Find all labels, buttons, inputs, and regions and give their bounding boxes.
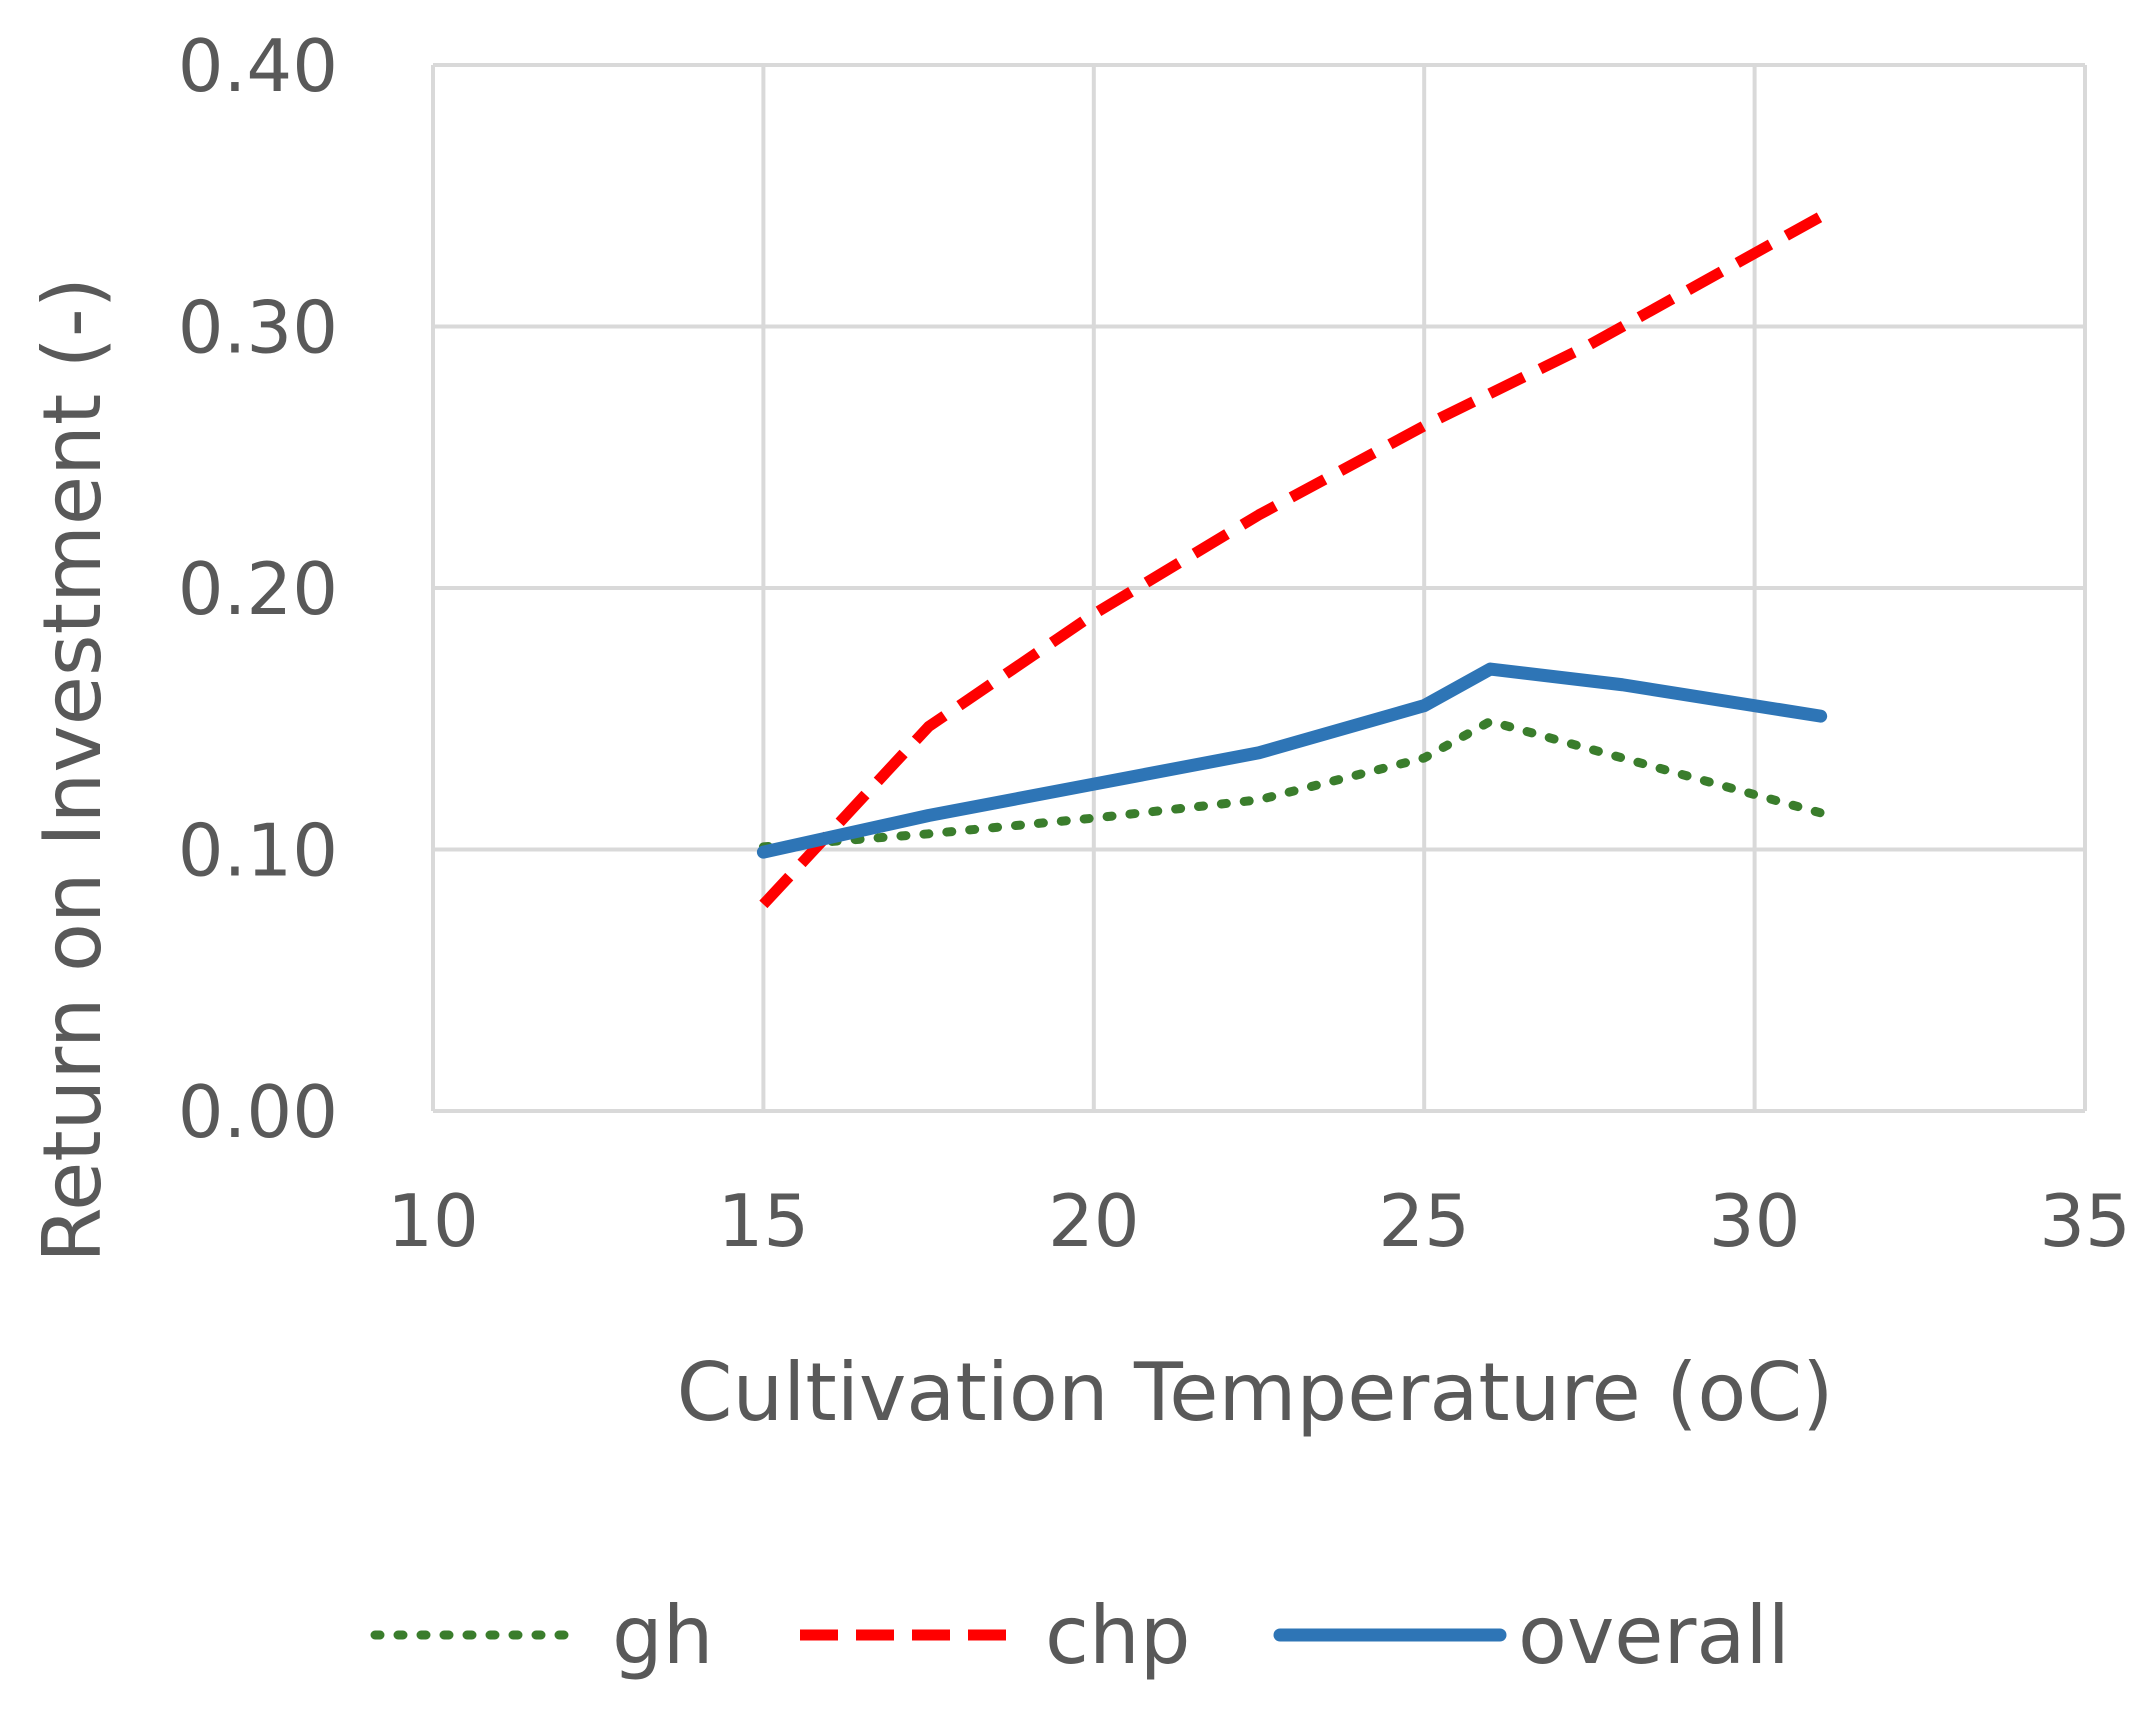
horizontal-gridlines <box>433 63 2085 1113</box>
y-axis-tick-labels: 0.00 0.10 0.20 0.30 0.40 <box>178 24 338 1154</box>
y-axis-title: Return on Investment (-) <box>26 277 119 1263</box>
x-axis-tick-labels: 10 15 20 25 30 35 <box>387 1179 2131 1263</box>
legend: gh chp overall <box>370 1589 1790 1682</box>
series-line-gh <box>758 716 1826 852</box>
y-tick-label: 0.20 <box>178 547 338 631</box>
series-line-chp <box>759 211 1824 909</box>
series-line-overall <box>756 662 1828 859</box>
series-lines <box>756 211 1828 909</box>
x-tick-label: 10 <box>387 1179 479 1263</box>
x-tick-label: 15 <box>718 1179 810 1263</box>
legend-label-overall: overall <box>1518 1589 1790 1682</box>
x-tick-label: 35 <box>2039 1179 2131 1263</box>
y-tick-label: 0.00 <box>178 1070 338 1154</box>
x-axis-title: Cultivation Temperature (oC) <box>677 1346 1834 1439</box>
y-tick-label: 0.30 <box>178 286 338 370</box>
x-tick-label: 25 <box>1378 1179 1470 1263</box>
x-tick-label: 30 <box>1709 1179 1801 1263</box>
y-tick-label: 0.40 <box>178 24 338 108</box>
y-tick-label: 0.10 <box>178 809 338 893</box>
legend-label-chp: chp <box>1045 1589 1190 1682</box>
legend-label-gh: gh <box>612 1589 713 1682</box>
x-tick-label: 20 <box>1048 1179 1140 1263</box>
